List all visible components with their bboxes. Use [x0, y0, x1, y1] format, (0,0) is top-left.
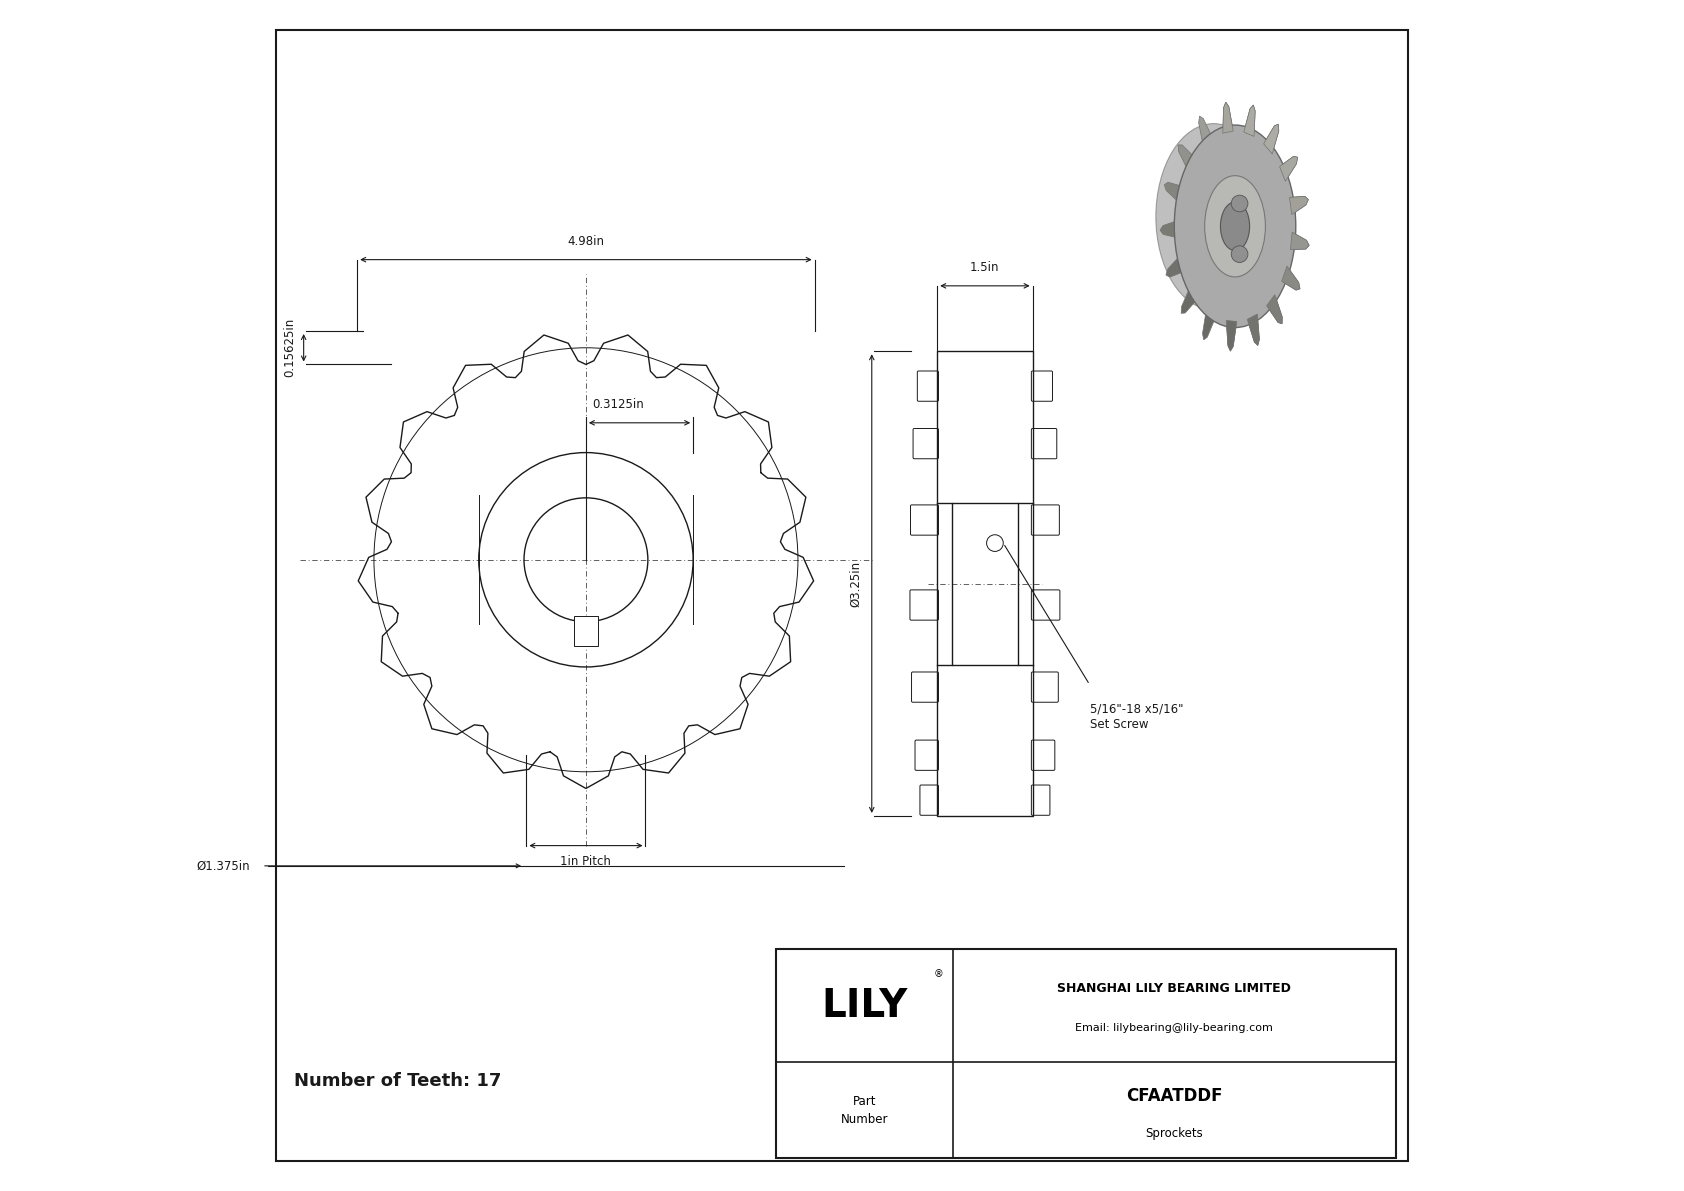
- Text: Ø1.375in: Ø1.375in: [197, 860, 249, 872]
- Polygon shape: [1263, 124, 1278, 154]
- Ellipse shape: [1221, 202, 1250, 250]
- Polygon shape: [1223, 102, 1233, 133]
- Circle shape: [1231, 195, 1248, 212]
- Polygon shape: [1164, 182, 1184, 202]
- Circle shape: [1231, 245, 1248, 262]
- Polygon shape: [1290, 232, 1308, 250]
- Polygon shape: [1180, 286, 1197, 313]
- Polygon shape: [1282, 266, 1300, 291]
- Polygon shape: [1202, 308, 1216, 339]
- Bar: [951, 503, 1019, 665]
- Polygon shape: [1290, 197, 1308, 214]
- Bar: [938, 351, 1032, 816]
- Polygon shape: [1280, 156, 1298, 181]
- Polygon shape: [1248, 314, 1260, 345]
- Polygon shape: [1226, 320, 1236, 351]
- Ellipse shape: [1174, 125, 1295, 328]
- Bar: [776, 949, 1396, 1158]
- Text: 5/16"-18 x5/16"
Set Screw: 5/16"-18 x5/16" Set Screw: [1090, 703, 1184, 731]
- Text: Email: lilybearing@lily-bearing.com: Email: lilybearing@lily-bearing.com: [1076, 1023, 1273, 1034]
- Polygon shape: [1223, 102, 1233, 133]
- Text: 0.3125in: 0.3125in: [591, 398, 643, 411]
- Polygon shape: [1290, 197, 1308, 214]
- Text: 0.15625in: 0.15625in: [283, 318, 296, 378]
- Text: 4.98in: 4.98in: [568, 235, 605, 248]
- Polygon shape: [1226, 320, 1236, 351]
- Polygon shape: [1199, 116, 1212, 146]
- Polygon shape: [1160, 220, 1179, 238]
- Text: LILY: LILY: [822, 987, 908, 1024]
- Polygon shape: [1165, 255, 1184, 278]
- Text: Ø3.25in: Ø3.25in: [849, 561, 862, 606]
- Polygon shape: [1263, 124, 1278, 154]
- Polygon shape: [1244, 105, 1255, 137]
- Bar: [574, 616, 598, 646]
- Text: Part
Number: Part Number: [840, 1095, 889, 1125]
- Polygon shape: [1266, 294, 1282, 324]
- Polygon shape: [1280, 156, 1298, 181]
- Text: Sprockets: Sprockets: [1145, 1128, 1204, 1140]
- Polygon shape: [1248, 314, 1260, 345]
- Text: 1in Pitch: 1in Pitch: [561, 855, 611, 868]
- Text: CFAATDDF: CFAATDDF: [1127, 1086, 1223, 1105]
- Polygon shape: [1266, 294, 1282, 324]
- Polygon shape: [1282, 266, 1300, 291]
- Polygon shape: [1290, 232, 1308, 250]
- Text: 1.5in: 1.5in: [970, 261, 1000, 274]
- Ellipse shape: [1155, 124, 1271, 310]
- Text: Number of Teeth: 17: Number of Teeth: 17: [295, 1072, 502, 1090]
- Polygon shape: [1179, 145, 1196, 172]
- Text: SHANGHAI LILY BEARING LIMITED: SHANGHAI LILY BEARING LIMITED: [1058, 983, 1292, 996]
- Ellipse shape: [1204, 175, 1265, 278]
- Text: ®: ®: [935, 969, 943, 979]
- Polygon shape: [1244, 105, 1255, 137]
